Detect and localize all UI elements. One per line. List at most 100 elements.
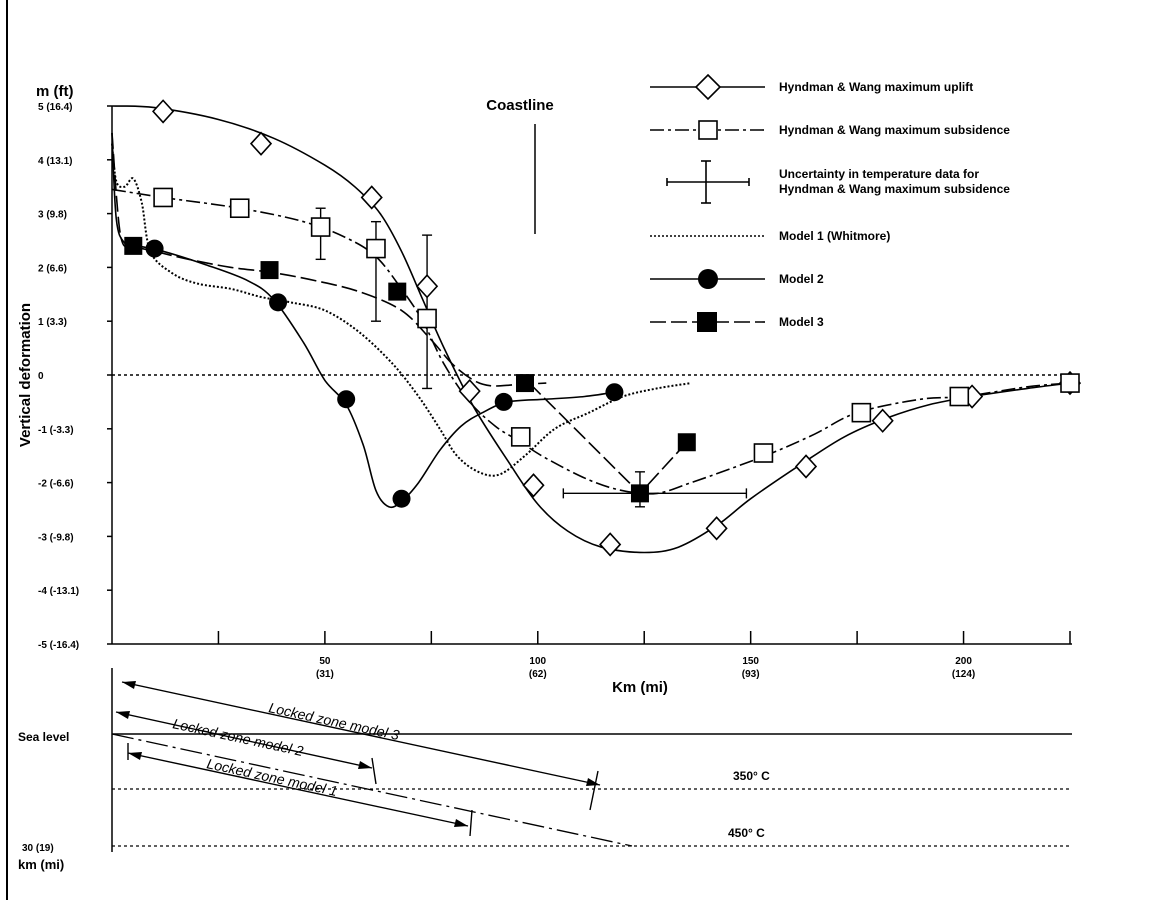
locked-zone-3-arrowhead-right [586, 778, 600, 786]
x-axis-title: Km (mi) [612, 679, 668, 696]
legend-item-subsidence: Hyndman & Wang maximum subsidence [650, 120, 1010, 140]
locked-zone-2-arrowhead-left [116, 711, 130, 719]
locked-zone-2-label: Locked zone model 2 [171, 715, 305, 759]
series-line-extra-5 [528, 382, 688, 495]
legend-square-open-marker [698, 120, 718, 140]
locked-zone-1-marker [469, 809, 473, 837]
y-tick-label: -2 (-6.6) [38, 479, 74, 490]
data-point-circle [269, 293, 288, 312]
x-tick-label: 50 [319, 656, 331, 667]
data-point-square-open [753, 443, 774, 463]
x-tick-label: 200 [955, 656, 972, 667]
data-point-diamond [705, 516, 728, 541]
data-point-square-filled [677, 433, 696, 452]
data-point-diamond [458, 378, 481, 404]
legend-circle-marker [698, 269, 718, 289]
data-point-diamond [152, 99, 175, 124]
x-tick-sublabel: (62) [529, 669, 547, 680]
depth-label: 30 (19) [22, 843, 54, 854]
data-point-square-open [417, 308, 437, 329]
y-tick-label: -1 (-3.3) [38, 425, 74, 436]
coastline-label: Coastline [486, 97, 554, 114]
y-axis-title: Vertical deformation [17, 303, 34, 447]
data-point-square-open [1060, 373, 1080, 393]
series-line-5 [111, 132, 547, 387]
locked-zone-3-marker [589, 770, 599, 811]
data-point-square-filled [124, 236, 143, 255]
legend-label-model3: Model 3 [779, 315, 824, 329]
legend-diamond-marker [694, 73, 722, 101]
legend-label-uncertainty-2: Hyndman & Wang maximum subsidence [779, 182, 1010, 196]
y-tick-label: 5 (16.4) [38, 102, 72, 113]
y-tick-label: 0 [38, 371, 44, 382]
cross-section: Sea level 350° C 450° C 30 (19) km (mi) … [18, 668, 1072, 872]
data-point-diamond [415, 274, 439, 299]
data-point-diamond [599, 532, 622, 557]
isotherm-350-label: 350° C [733, 769, 770, 783]
isotherm-450-label: 450° C [728, 826, 765, 840]
locked-zone-2-marker [371, 757, 377, 785]
data-point-square-open [366, 238, 386, 259]
data-point-diamond [249, 131, 273, 156]
data-point-diamond [360, 185, 383, 210]
slab-surface [111, 733, 633, 847]
y-tick-label: 4 (13.1) [38, 156, 72, 167]
y-ticks: 5 (16.4) 4 (13.1) 3 (9.8) 2 (6.6) 1 (3.3) 0 -1… [38, 102, 112, 651]
data-point-square-filled [260, 261, 279, 280]
locked-zone-1-label: Locked zone model 1 [205, 755, 338, 799]
series-line-1 [111, 188, 1071, 495]
data-point-diamond [794, 454, 818, 479]
data-point-circle [337, 390, 356, 409]
data-point-circle [605, 383, 624, 402]
x-tick-sublabel: (124) [952, 669, 975, 680]
x-tick-label: 150 [742, 656, 759, 667]
data-point-circle [392, 489, 411, 508]
locked-zone-1-arrowhead-left [128, 752, 142, 760]
locked-zone-3-arrow [121, 681, 601, 786]
data-point-square-filled [388, 282, 407, 301]
legend-label-uncertainty: Uncertainty in temperature data for [779, 167, 979, 181]
marker-layer [124, 99, 1082, 557]
y-tick-label: 2 (6.6) [38, 263, 67, 274]
legend-item-model1: Model 1 (Whitmore) [650, 229, 890, 243]
locked-zone-2-arrow [115, 711, 373, 769]
data-point-square-open [229, 198, 250, 219]
y-tick-label: 3 (9.8) [38, 210, 67, 221]
x-tick-sublabel: (93) [742, 669, 760, 680]
legend-item-model2: Model 2 [650, 269, 824, 289]
data-point-square-open [510, 427, 531, 447]
data-point-diamond [522, 473, 545, 498]
locked-zone-3-label: Locked zone model 3 [267, 699, 401, 743]
y-tick-label: 1 (3.3) [38, 317, 67, 328]
y-tick-label: -4 (-13.1) [38, 586, 79, 597]
plot-area: 5 (16.4) 4 (13.1) 3 (9.8) 2 (6.6) 1 (3.3) 0 -1… [38, 99, 1082, 680]
data-point-circle [494, 392, 513, 411]
y-unit-label: m (ft) [36, 83, 74, 100]
legend-label-model2: Model 2 [779, 272, 824, 286]
data-point-diamond [871, 408, 894, 433]
data-point-square-open [949, 386, 970, 407]
x-tick-label: 100 [529, 656, 546, 667]
data-point-square-open [153, 187, 173, 208]
sea-level-label: Sea level [18, 730, 69, 744]
locked-zone-3-arrowhead-left [122, 681, 136, 689]
depth-unit-label: km (mi) [18, 857, 64, 872]
y-tick-label: -5 (-16.4) [38, 640, 79, 651]
data-point-circle [145, 239, 164, 258]
x-ticks: 50 (31) 100 (62) 150 (93) 200 (124) [217, 631, 1071, 680]
y-tick-label: -3 (-9.8) [38, 532, 74, 543]
legend-label-uplift: Hyndman & Wang maximum uplift [779, 80, 973, 94]
data-point-square-open [851, 402, 872, 423]
legend-label-subsidence: Hyndman & Wang maximum subsidence [779, 123, 1010, 137]
legend-square-filled-marker [697, 312, 717, 332]
legend-label-model1: Model 1 (Whitmore) [779, 229, 890, 243]
data-point-square-filled [630, 484, 649, 503]
series-line-4 [111, 132, 615, 509]
legend-item-model3: Model 3 [650, 312, 824, 332]
data-point-square-open [310, 217, 331, 237]
legend-item-uplift: Hyndman & Wang maximum uplift [650, 73, 973, 101]
data-point-square-filled [516, 374, 535, 393]
legend-item-uncertainty: Uncertainty in temperature data for Hynd… [666, 160, 1010, 204]
locked-zone-2-arrowhead-right [358, 761, 372, 769]
